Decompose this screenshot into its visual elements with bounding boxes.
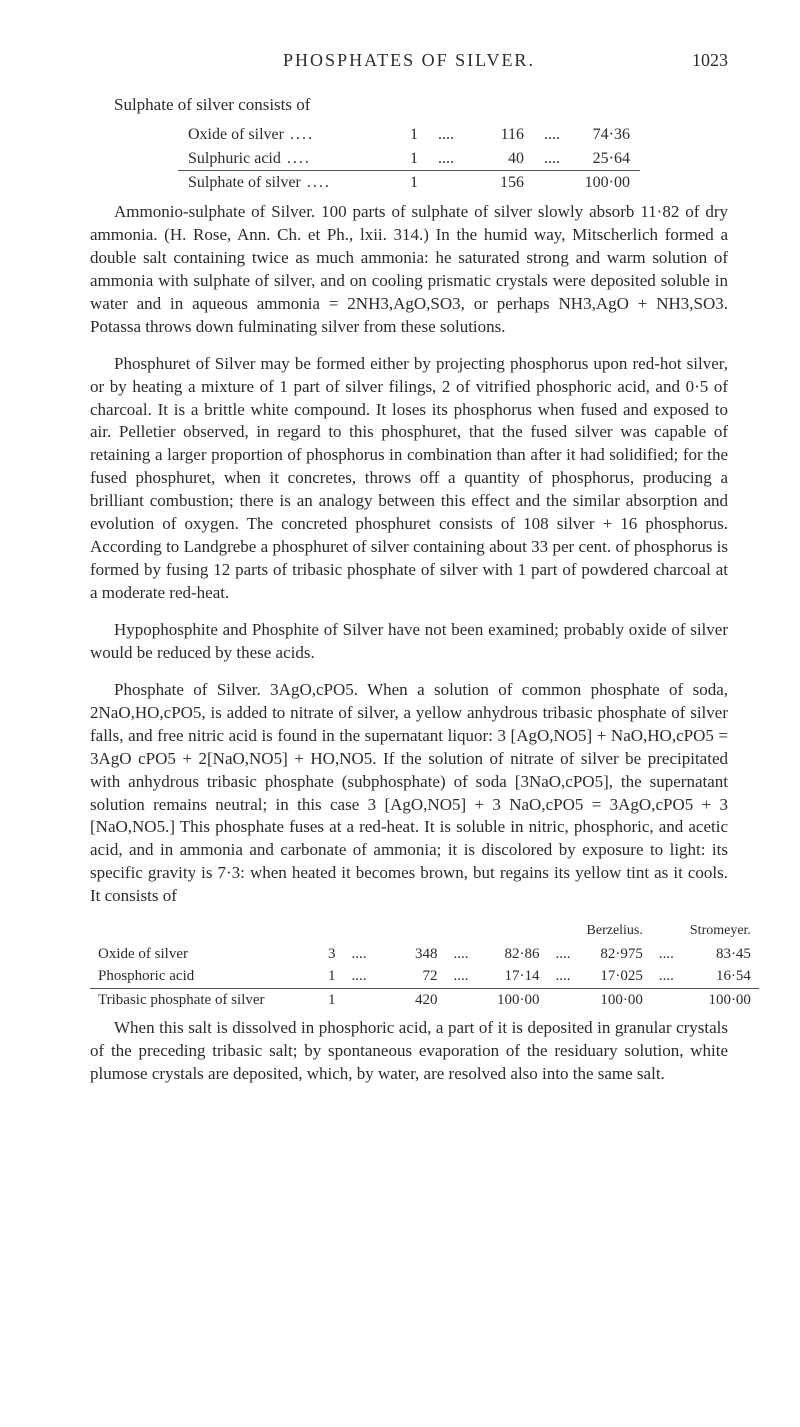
th-blank: [446, 922, 477, 943]
cell-eq: 1: [358, 171, 428, 195]
cell-label: Oxide of silver: [178, 123, 358, 147]
cell-label: Sulphuric acid: [178, 147, 358, 171]
cell-strom: 16·54: [682, 965, 759, 988]
table-total-row: Tribasic phosphate of silver 1 420 100·0…: [90, 988, 759, 1011]
cell-blank: [534, 171, 570, 195]
para-phosphate: Phosphate of Silver. 3AgO,cPO5. When a s…: [90, 679, 728, 908]
cell-eq: 1: [273, 988, 344, 1011]
cell-dots: ....: [428, 123, 464, 147]
cell-blank: [428, 171, 464, 195]
running-head: PHOSPHATES OF SILVER.: [150, 48, 668, 72]
cell-strom: 83·45: [682, 943, 759, 965]
cell-blank: [446, 988, 477, 1011]
cell-label: Oxide of silver: [90, 943, 273, 965]
th-blank: [90, 922, 273, 943]
cell-blank: [651, 988, 682, 1011]
cell-mass: 40: [464, 147, 534, 171]
phosphate-table: Berzelius. Stromeyer. Oxide of silver 3 …: [90, 922, 759, 1011]
para-final: When this salt is dissolved in phosphori…: [90, 1017, 728, 1086]
cell-mass: 156: [464, 171, 534, 195]
cell-mass: 72: [375, 965, 446, 988]
th-blank: [344, 922, 375, 943]
table-head-row: Berzelius. Stromeyer.: [90, 922, 759, 943]
cell-eq: 1: [358, 123, 428, 147]
cell-pct: 25·64: [570, 147, 640, 171]
table-row: Oxide of silver 1 .... 116 .... 74·36: [178, 123, 640, 147]
page: PHOSPHATES OF SILVER. 1023 Sulphate of s…: [0, 0, 800, 1427]
cell-eq: 1: [273, 965, 344, 988]
cell-label: Phosphoric acid: [90, 965, 273, 988]
cell-dots: ....: [344, 965, 375, 988]
table-row: Sulphuric acid 1 .... 40 .... 25·64: [178, 147, 640, 171]
cell-dots: ....: [651, 965, 682, 988]
cell-dots: ....: [651, 943, 682, 965]
cell-dots: ....: [344, 943, 375, 965]
cell-dots: ....: [548, 965, 579, 988]
cell-strom: 100·00: [682, 988, 759, 1011]
cell-dots: ....: [534, 123, 570, 147]
page-header: PHOSPHATES OF SILVER. 1023: [90, 48, 728, 72]
cell-berz: 100·00: [579, 988, 651, 1011]
th-blank: [477, 922, 548, 943]
th-stromeyer: Stromeyer.: [682, 922, 759, 943]
table-row: Phosphoric acid 1 .... 72 .... 17·14 ...…: [90, 965, 759, 988]
cell-mass: 420: [375, 988, 446, 1011]
table-row: Oxide of silver 3 .... 348 .... 82·86 ..…: [90, 943, 759, 965]
cell-dots: ....: [446, 965, 477, 988]
cell-label: Tribasic phosphate of silver: [90, 988, 273, 1011]
cell-mass: 348: [375, 943, 446, 965]
cell-pct: 100·00: [570, 171, 640, 195]
cell-dots: ....: [446, 943, 477, 965]
cell-berz: 82·975: [579, 943, 651, 965]
cell-eq: 1: [358, 147, 428, 171]
cell-eq: 3: [273, 943, 344, 965]
cell-berz: 17·025: [579, 965, 651, 988]
cell-dots: ....: [428, 147, 464, 171]
page-number: 1023: [668, 48, 728, 72]
para-ammonio: Ammonio-sulphate of Silver. 100 parts of…: [90, 201, 728, 339]
th-blank: [548, 922, 579, 943]
cell-label: Sulphate of silver: [178, 171, 358, 195]
cell-pct: 82·86: [477, 943, 548, 965]
table-total-row: Sulphate of silver 1 156 100·00: [178, 171, 640, 195]
para-hypo: Hypophosphite and Phosphite of Silver ha…: [90, 619, 728, 665]
th-blank: [375, 922, 446, 943]
sulphate-intro: Sulphate of silver consists of: [90, 94, 728, 117]
th-blank: [273, 922, 344, 943]
cell-pct: 100·00: [477, 988, 548, 1011]
cell-pct: 74·36: [570, 123, 640, 147]
cell-dots: ....: [548, 943, 579, 965]
cell-pct: 17·14: [477, 965, 548, 988]
cell-mass: 116: [464, 123, 534, 147]
sulphate-table: Oxide of silver 1 .... 116 .... 74·36 Su…: [178, 123, 640, 195]
th-berzelius: Berzelius.: [579, 922, 651, 943]
th-blank: [651, 922, 682, 943]
cell-blank: [344, 988, 375, 1011]
cell-blank: [548, 988, 579, 1011]
cell-dots: ....: [534, 147, 570, 171]
para-phosphuret: Phosphuret of Silver may be formed eithe…: [90, 353, 728, 605]
